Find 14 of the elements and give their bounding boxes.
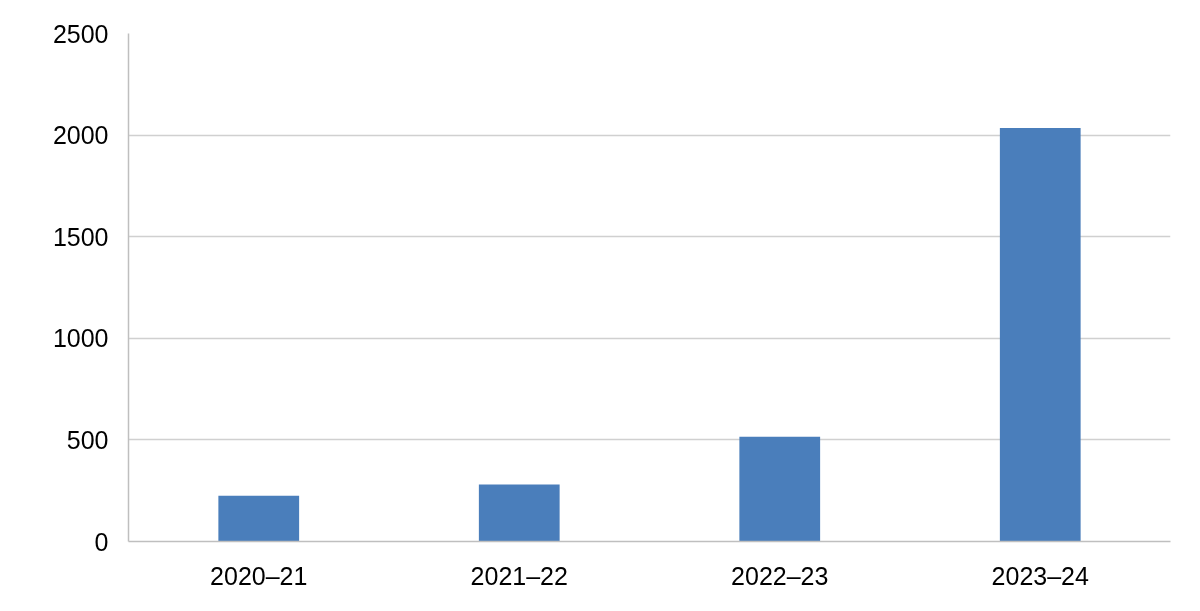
y-tick-label: 1000 bbox=[52, 324, 109, 353]
x-tick-label: 2021–22 bbox=[470, 561, 568, 590]
y-tick-label: 0 bbox=[94, 527, 109, 556]
x-tick-label: 2023–24 bbox=[991, 561, 1090, 590]
bar bbox=[218, 495, 300, 542]
y-tick-label: 500 bbox=[66, 425, 109, 454]
x-tick-label: 2022–23 bbox=[731, 561, 829, 590]
bar bbox=[739, 436, 821, 542]
y-tick-label: 2500 bbox=[52, 19, 109, 48]
y-tick-label: 1500 bbox=[52, 222, 109, 251]
bar bbox=[999, 127, 1081, 542]
bar bbox=[478, 484, 560, 542]
y-tick-label: 2000 bbox=[52, 121, 109, 150]
x-tick-label: 2020–21 bbox=[210, 561, 308, 590]
